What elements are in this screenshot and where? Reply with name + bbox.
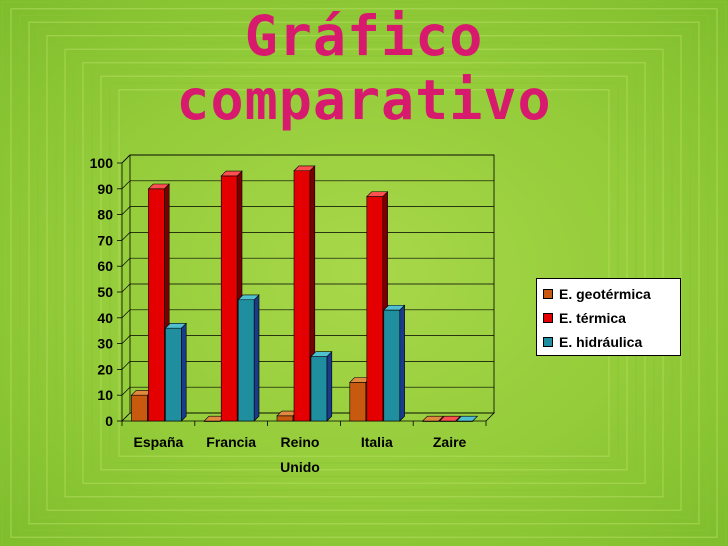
y-tick-label: 80 [97, 207, 113, 223]
x-tick-label: Zaire [433, 434, 467, 450]
legend-swatch [543, 313, 553, 323]
gridline [121, 180, 494, 190]
legend-swatch [543, 289, 553, 299]
bar [237, 294, 260, 422]
frame-line [91, 68, 637, 478]
legend-label: E. hidráulica [559, 334, 643, 350]
legend-label: E. geotérmica [559, 286, 651, 302]
bar [421, 415, 445, 422]
frame-line [73, 55, 655, 491]
y-tick-label: 30 [97, 336, 113, 352]
y-tick-label: 50 [97, 284, 113, 300]
frame-line [109, 82, 619, 464]
legend-label: E. térmica [559, 310, 626, 326]
y-tick-label: 70 [97, 232, 113, 248]
frame-line [64, 48, 664, 498]
x-tick-label: Unido [280, 459, 320, 475]
x-tick-label: España [133, 434, 183, 450]
legend: E. geotérmica E. térmica E. hidráulica [536, 278, 681, 356]
y-tick-label: 100 [90, 155, 114, 171]
frame-line [19, 14, 709, 532]
legend-item: E. geotérmica [543, 282, 680, 306]
frame-line [37, 28, 691, 518]
legend-swatch [543, 337, 553, 347]
x-tick-label: Francia [206, 434, 256, 450]
x-tick-label: Reino [281, 434, 320, 450]
bar [383, 304, 406, 422]
y-tick-label: 20 [97, 361, 113, 377]
bar [310, 350, 333, 422]
bar [455, 415, 479, 422]
y-tick-label: 40 [97, 310, 113, 326]
y-tick-label: 60 [97, 258, 113, 274]
legend-item: E. térmica [543, 306, 680, 330]
bar [438, 415, 462, 422]
bar [147, 183, 170, 422]
gridline [121, 154, 494, 164]
title-line-2: comparativo [176, 68, 552, 132]
bar [164, 322, 187, 422]
frame-line [46, 35, 682, 511]
frame-line [55, 41, 673, 505]
legend-item: E. hidráulica [543, 330, 680, 354]
frame-line [100, 75, 628, 471]
frame-line [28, 21, 700, 525]
frame-line [82, 62, 646, 484]
y-tick-label: 10 [97, 387, 113, 403]
title-line-1: Gráfico [244, 4, 484, 68]
chart-title: Gráfico comparativo [0, 4, 728, 132]
y-tick-label: 0 [105, 413, 113, 429]
y-tick-label: 90 [97, 181, 113, 197]
frame-line [118, 89, 610, 457]
x-tick-label: Italia [361, 434, 393, 450]
frame-line [10, 8, 718, 538]
